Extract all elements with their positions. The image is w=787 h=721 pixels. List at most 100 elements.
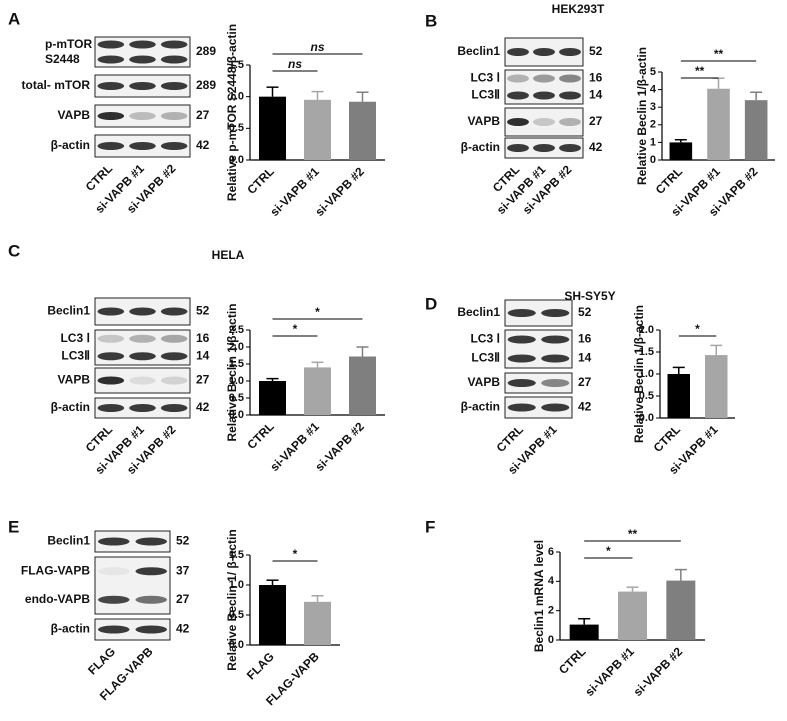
blot-band	[160, 334, 188, 343]
kda-label: 27	[196, 373, 210, 387]
blot-band	[97, 352, 125, 361]
blot-band	[135, 537, 167, 546]
blot-band	[507, 379, 536, 387]
x-tick-label: CTRL	[244, 164, 277, 197]
blot-band	[97, 307, 125, 316]
y-tick-label: 2.5	[229, 324, 244, 336]
blot-label: VAPB	[468, 375, 501, 389]
blot-label: LC3 Ⅰ	[470, 71, 500, 85]
panel-letter: D	[425, 294, 437, 313]
blot-band	[129, 352, 156, 361]
blot-label: p-mTOR	[45, 37, 92, 51]
blot-band	[129, 112, 156, 120]
blot-label: LC3Ⅱ	[61, 348, 90, 362]
panel-letter: B	[425, 11, 437, 30]
y-axis-label: Beclin1 mRNA level	[532, 540, 546, 652]
blot-band	[507, 118, 529, 126]
y-axis-label: Relative p-mTOR S2448/β-actin	[225, 24, 239, 201]
y-tick-label: 2	[548, 605, 554, 617]
x-tick-label: si-VAPB #2	[312, 419, 367, 474]
blot-label: Beclin1	[47, 534, 90, 548]
blot-band	[533, 91, 555, 100]
blot-band	[533, 118, 555, 126]
bar	[744, 100, 768, 160]
blot-band	[507, 335, 536, 344]
blot-band	[129, 55, 156, 64]
lane-label: FLAG	[85, 644, 118, 677]
kda-label: 14	[578, 351, 592, 365]
y-tick-label: 0.5	[229, 122, 244, 134]
blot-band	[97, 40, 125, 49]
cell-line-title: HELA	[212, 248, 245, 262]
kda-label: 27	[589, 114, 603, 128]
bar	[705, 355, 728, 418]
blot-box	[94, 530, 171, 553]
y-tick-label: 2.0	[229, 341, 244, 353]
y-tick-label: 1.0	[229, 579, 244, 591]
blot-band	[129, 307, 156, 316]
blot-label: S2448	[45, 52, 80, 66]
x-tick-label: si-VAPB #2	[631, 644, 686, 699]
blot-band	[507, 48, 529, 56]
y-tick-label: 0.5	[639, 390, 654, 402]
blot-band	[129, 142, 156, 150]
blot-label: Beclin1	[457, 44, 500, 58]
significance-label: *	[315, 305, 320, 319]
y-tick-label: 1.0	[639, 368, 654, 380]
y-tick-label: 3	[650, 101, 656, 113]
significance-label: **	[714, 47, 724, 61]
y-tick-label: 0	[548, 634, 554, 646]
blot-band	[129, 404, 156, 412]
panel-letter: A	[8, 9, 20, 28]
blot-label: Beclin1	[47, 304, 90, 318]
blot-label: total- mTOR	[22, 78, 91, 92]
blot-band	[507, 144, 529, 152]
kda-label: 52	[176, 534, 190, 548]
blot-label: LC3 Ⅰ	[470, 332, 500, 346]
x-tick-label: CTRL	[653, 164, 686, 197]
blot-box	[504, 372, 573, 394]
significance-label: *	[293, 547, 298, 561]
blot-label: β-actin	[51, 138, 90, 152]
kda-label: 37	[176, 563, 190, 577]
y-axis-label: Relative Beclin 1/β-actin	[632, 305, 646, 443]
blot-band	[541, 379, 570, 387]
blot-band	[507, 403, 536, 412]
kda-label: 14	[589, 88, 603, 102]
significance-label: *	[695, 322, 700, 336]
blot-label: FLAG-VAPB	[21, 563, 90, 577]
x-tick-label: FLAG	[244, 649, 277, 682]
blot-band	[559, 48, 581, 56]
blot-band	[129, 334, 156, 343]
y-tick-label: 0.0	[229, 639, 244, 651]
y-axis-label: Relative Beclin 1/β-actin	[225, 303, 239, 441]
bar	[304, 601, 331, 645]
panel-letter: C	[8, 241, 20, 260]
blot-band	[533, 144, 555, 152]
blot-band	[97, 112, 125, 120]
blot-band	[559, 74, 581, 83]
blot-band	[541, 335, 570, 344]
y-tick-label: 0.5	[229, 609, 244, 621]
bar	[259, 585, 286, 645]
blot-band	[559, 144, 581, 152]
blot-band	[507, 354, 536, 363]
blot-band	[160, 40, 188, 49]
blot-label: LC3Ⅱ	[471, 88, 500, 102]
blot-label: VAPB	[468, 114, 501, 128]
x-tick-label: si-VAPB #2	[312, 164, 367, 219]
y-axis-label: Relative Beclin 1/β-actin	[635, 47, 649, 185]
blot-band	[559, 91, 581, 100]
significance-label: *	[293, 322, 298, 336]
blot-band	[160, 55, 188, 64]
blot-band	[97, 142, 125, 150]
blot-band	[160, 404, 188, 412]
blot-band	[160, 352, 188, 361]
blot-band	[541, 309, 570, 317]
blot-label: LC3Ⅱ	[471, 351, 500, 365]
y-tick-label: 1.0	[229, 375, 244, 387]
blot-band	[160, 307, 188, 316]
x-tick-label: CTRL	[651, 422, 684, 455]
panel-letter: E	[8, 517, 19, 536]
blot-band	[97, 82, 125, 90]
